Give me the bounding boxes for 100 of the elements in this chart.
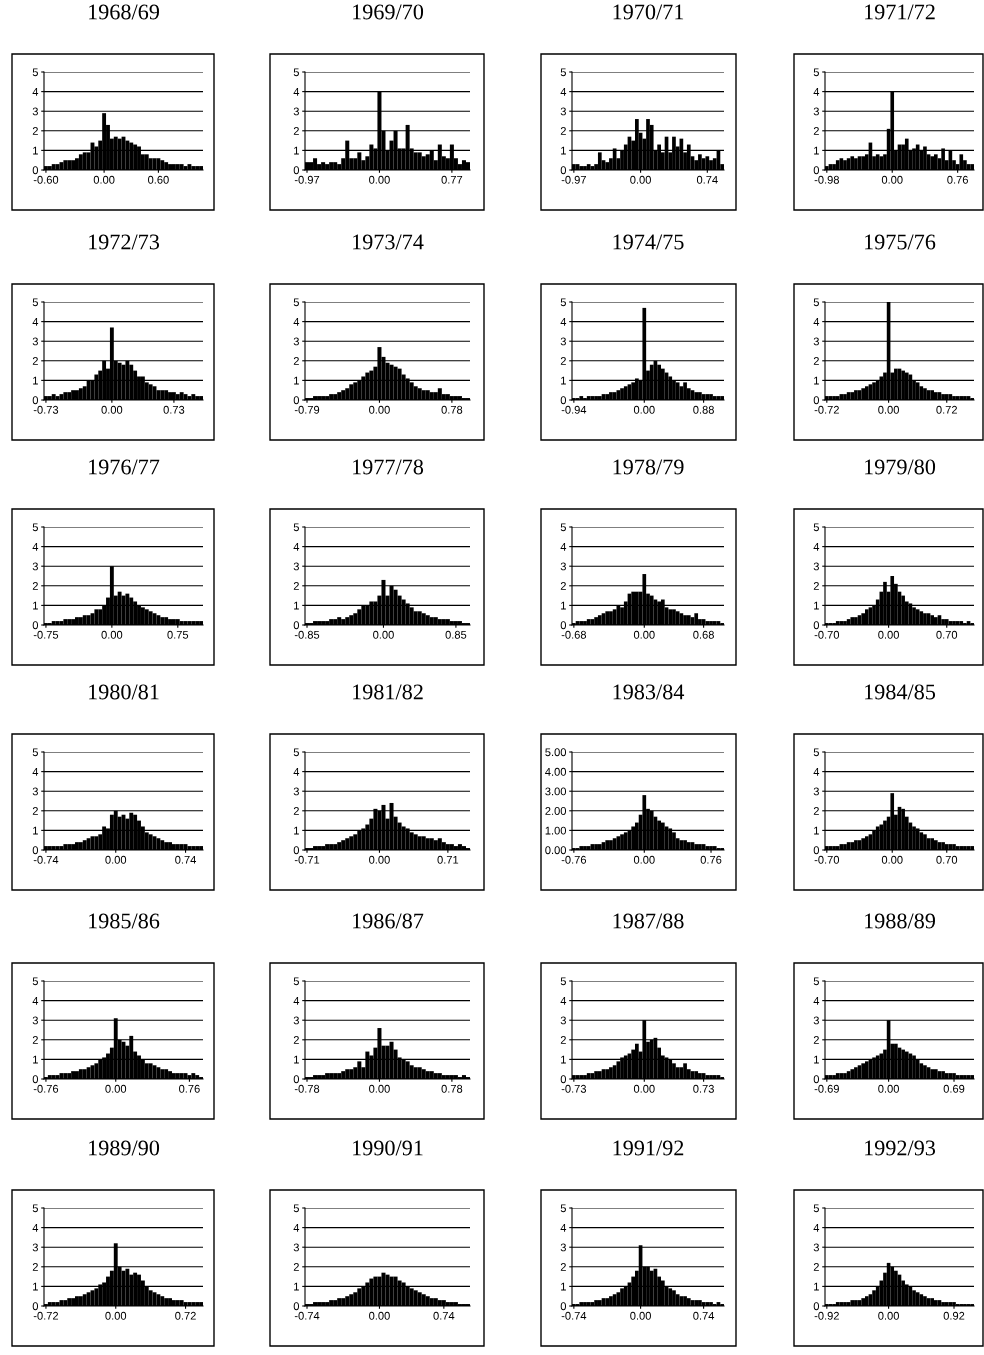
x-tick-label: 0.00 xyxy=(881,855,903,864)
y-tick-label: 2 xyxy=(560,127,566,135)
y-tick-label: 5 xyxy=(32,523,38,532)
y-tick-label: 3 xyxy=(813,562,819,571)
x-tick-label: 0.78 xyxy=(441,405,463,414)
x-tick-label: 0.00 xyxy=(369,405,390,414)
chart-title: 1984/85 xyxy=(865,684,936,700)
x-tick-label: 0.00 xyxy=(101,630,123,639)
x-tick-label: 0.60 xyxy=(148,175,169,184)
y-tick-label: 3 xyxy=(293,107,299,116)
y-tick-label: 0 xyxy=(813,166,820,175)
y-tick-label: 1 xyxy=(33,376,38,385)
x-tick-label: -0.76 xyxy=(561,855,587,864)
y-tick-label: 3 xyxy=(32,787,38,796)
x-tick-label: -0.76 xyxy=(33,1084,59,1093)
y-tick-label: 4 xyxy=(293,1223,300,1232)
chart-title: 1977/78 xyxy=(353,459,424,475)
y-tick-label: 3 xyxy=(32,1243,38,1252)
y-tick-label: 2 xyxy=(293,1036,299,1044)
y-tick-label: 1 xyxy=(814,1282,819,1291)
y-tick-label: 3 xyxy=(813,1243,819,1252)
x-tick-label: 0.00 xyxy=(878,405,899,414)
x-tick-label: -0.97 xyxy=(561,175,586,184)
x-tick-label: 0.76 xyxy=(947,175,968,184)
x-tick-label: 0.77 xyxy=(441,175,463,184)
y-tick-label: 4 xyxy=(293,87,300,96)
y-tick-label: 3 xyxy=(293,787,299,796)
y-tick-label: 1 xyxy=(294,826,299,835)
y-tick-label: 4 xyxy=(813,1223,820,1232)
y-tick-label: 5 xyxy=(32,1204,38,1213)
y-tick-label: 5 xyxy=(560,298,566,307)
y-tick-label: 0 xyxy=(293,846,300,855)
y-tick-label: 4 xyxy=(32,542,39,551)
x-tick-label: 0.72 xyxy=(936,405,957,414)
chart-title: 1972/73 xyxy=(89,234,160,250)
y-tick-label: 3 xyxy=(293,1016,299,1025)
y-tick-label: 5 xyxy=(32,298,38,307)
y-tick-label: 4 xyxy=(560,87,567,96)
y-tick-label: 4 xyxy=(560,1223,567,1232)
y-tick-label: 5 xyxy=(813,298,819,307)
y-tick-label: 3 xyxy=(32,337,38,346)
y-tick-label: 4.00 xyxy=(545,767,567,776)
x-tick-label: -0.92 xyxy=(814,1311,839,1320)
x-tick-label: 0.85 xyxy=(445,630,467,639)
y-tick-label: 2 xyxy=(32,357,38,365)
y-tick-label: 4 xyxy=(293,542,300,551)
chart-title: 1970/71 xyxy=(613,4,684,20)
x-tick-label: 0.70 xyxy=(936,630,958,639)
x-tick-label: 0.92 xyxy=(943,1311,965,1320)
y-tick-label: 5 xyxy=(293,298,299,307)
chart-title: 1973/74 xyxy=(353,234,424,250)
y-tick-label: 2 xyxy=(32,127,38,135)
y-tick-label: 2 xyxy=(813,807,819,815)
y-tick-label: 3 xyxy=(560,337,566,346)
y-tick-label: 1 xyxy=(561,1055,566,1064)
y-tick-label: 5 xyxy=(293,523,299,532)
y-tick-label: 5 xyxy=(560,977,566,986)
y-tick-label: 1 xyxy=(294,376,299,385)
y-tick-label: 3 xyxy=(32,562,38,571)
y-tick-label: 2 xyxy=(813,357,819,365)
y-tick-label: 2 xyxy=(813,127,819,135)
x-tick-label: 0.00 xyxy=(878,1311,899,1320)
x-tick-label: 0.00 xyxy=(105,1311,127,1320)
chart-title: 1987/88 xyxy=(613,913,684,929)
y-tick-label: 4 xyxy=(560,317,567,326)
y-tick-label: 3 xyxy=(560,1243,566,1252)
y-tick-label: 3 xyxy=(293,562,299,571)
y-tick-label: 2 xyxy=(32,582,38,590)
y-tick-label: 4 xyxy=(813,317,820,326)
y-tick-label: 0 xyxy=(813,1075,820,1084)
x-tick-label: 0.75 xyxy=(167,630,189,639)
y-tick-label: 1 xyxy=(294,1055,299,1064)
x-tick-label: 0.00 xyxy=(369,1084,390,1093)
chart-title: 1968/69 xyxy=(89,4,160,20)
y-tick-label: 3 xyxy=(293,337,299,346)
y-tick-label: 0 xyxy=(32,396,39,405)
y-tick-label: 4 xyxy=(32,317,39,326)
x-tick-label: 0.74 xyxy=(693,1311,715,1320)
y-tick-label: 5 xyxy=(293,748,299,757)
x-tick-label: -0.72 xyxy=(814,405,839,414)
y-tick-label: 1 xyxy=(294,601,299,610)
y-tick-label: 1 xyxy=(33,1282,38,1291)
x-tick-label: 0.69 xyxy=(943,1084,965,1093)
y-tick-label: 5 xyxy=(560,1204,566,1213)
y-tick-label: 5 xyxy=(293,68,299,77)
y-tick-label: 0 xyxy=(813,396,820,405)
x-tick-label: 0.00 xyxy=(633,1084,655,1093)
x-tick-label: 0.78 xyxy=(441,1084,463,1093)
chart-title: 1991/92 xyxy=(613,1140,684,1156)
y-tick-label: 5 xyxy=(560,523,566,532)
y-tick-label: 0 xyxy=(560,166,567,175)
y-tick-label: 1 xyxy=(33,601,38,610)
y-tick-label: 5 xyxy=(813,977,819,986)
y-tick-label: 0 xyxy=(293,166,300,175)
x-tick-label: 0.00 xyxy=(101,405,123,414)
x-tick-label: -0.85 xyxy=(294,630,320,639)
y-tick-label: 0 xyxy=(560,1302,567,1311)
x-tick-label: -0.69 xyxy=(814,1084,839,1093)
y-tick-label: 0 xyxy=(32,166,39,175)
y-tick-label: 5 xyxy=(293,977,299,986)
